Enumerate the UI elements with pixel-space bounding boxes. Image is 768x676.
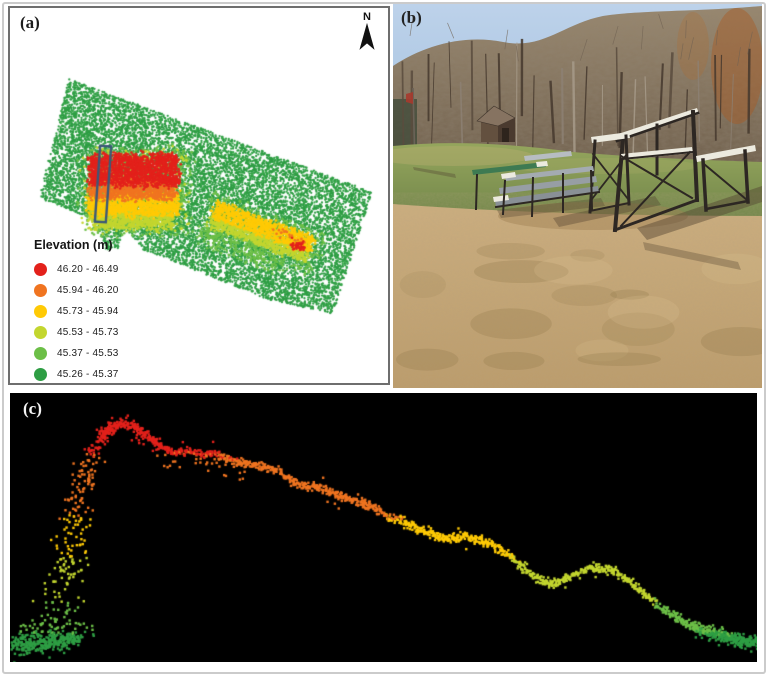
legend-label: 45.73 - 45.94 xyxy=(57,306,119,317)
pointcloud-map-canvas xyxy=(10,8,388,383)
north-arrow-icon xyxy=(359,22,375,50)
legend-item: 45.37 - 45.53 xyxy=(34,343,119,364)
legend-items: 46.20 - 46.49 45.94 - 46.20 45.73 - 45.94 4… xyxy=(34,259,119,385)
silver-plank-2 xyxy=(499,176,597,194)
legend-swatch xyxy=(34,326,47,339)
legend-label: 45.53 - 45.73 xyxy=(57,327,119,338)
legend-item: 45.53 - 45.73 xyxy=(34,322,119,343)
legend-swatch xyxy=(34,263,47,276)
grass-mottling xyxy=(396,242,762,371)
bleacher-shadows xyxy=(413,167,762,270)
front-plank xyxy=(591,132,630,143)
north-label: N xyxy=(363,11,371,23)
legend-item: 45.73 - 45.94 xyxy=(34,301,119,322)
green-top-plank xyxy=(472,162,546,175)
panel-c-label: (c) xyxy=(23,399,42,418)
legend-swatch xyxy=(34,284,47,297)
flag xyxy=(406,92,413,104)
rust-tree-2 xyxy=(677,12,709,80)
silver-plank-1 xyxy=(505,166,594,181)
panel-a-label: (a) xyxy=(20,13,40,32)
worn-dirt-patch xyxy=(498,202,688,230)
dry-grass-texture xyxy=(393,202,762,388)
legend-title: Elevation (m) xyxy=(34,238,113,252)
site-photo xyxy=(393,4,762,388)
cabin xyxy=(476,105,516,142)
north-arrow: N xyxy=(354,12,380,56)
panel-a-map: (a) N Elevation (m) 46.20 - 46.49 45.94 -… xyxy=(8,6,390,385)
map-legend: Elevation (m) 46.20 - 46.49 45.94 - 46.20… xyxy=(34,238,119,385)
legend-item: 45.26 - 45.37 xyxy=(34,364,119,385)
legend-item: 46.20 - 46.49 xyxy=(34,259,119,280)
legend-swatch xyxy=(34,305,47,318)
legend-swatch xyxy=(34,368,47,381)
legend-label: 45.94 - 46.20 xyxy=(57,285,119,296)
rust-tree xyxy=(711,8,762,124)
legend-label: 45.37 - 45.53 xyxy=(57,348,119,359)
cabin-door xyxy=(502,128,509,142)
legend-swatch xyxy=(34,347,47,360)
panel-c-profile: (c) xyxy=(10,393,757,662)
legend-item: 45.94 - 46.20 xyxy=(34,280,119,301)
panel-b-label: (b) xyxy=(401,8,422,27)
bleachers xyxy=(472,108,756,233)
silver-plank-3 xyxy=(495,186,599,207)
elevation-profile-canvas xyxy=(10,393,757,662)
sunlit-grass-band xyxy=(393,146,533,166)
right-plank xyxy=(696,145,756,162)
panel-b-photo: (b) xyxy=(393,4,762,388)
legend-label: 45.26 - 45.37 xyxy=(57,369,119,380)
rear-silver-plank xyxy=(524,151,572,161)
legend-label: 46.20 - 46.49 xyxy=(57,264,119,275)
